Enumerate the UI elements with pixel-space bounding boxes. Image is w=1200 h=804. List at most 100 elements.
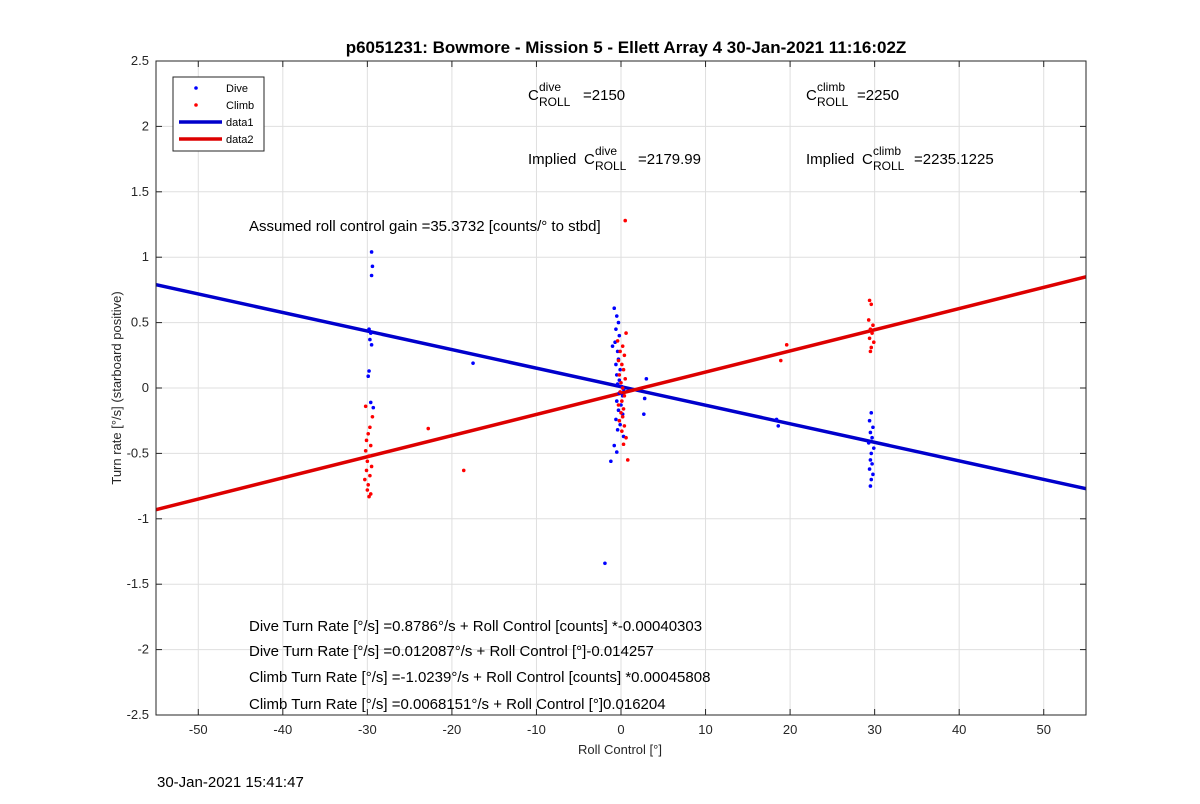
point-climb [616,358,621,363]
implied-climb-prefix: Implied [806,151,859,168]
x-tick-label: 40 [952,722,966,737]
point-dive [617,333,622,338]
scatter-points [363,218,876,566]
y-axis-label: Turn rate [°/s] (starboard positive) [109,291,124,484]
implied-dive-prefix: Implied [528,151,581,168]
point-climb [784,343,789,347]
point-dive [614,373,619,377]
y-tick-label: 0 [142,380,149,395]
point-dive [614,399,619,403]
point-climb [367,494,371,499]
point-climb [619,380,623,385]
point-climb [868,327,873,331]
point-dive [869,477,874,482]
x-tick-label: -50 [189,722,208,737]
implied-dive-sub: ROLL [595,159,627,173]
point-dive [619,403,623,407]
roll-gain-annotation: Assumed roll control gain =35.3732 [coun… [249,218,601,235]
point-dive [616,320,621,325]
point-dive [609,459,613,464]
c-roll-dive-sub: ROLL [539,95,571,109]
c-roll-climb-sup: climb [817,80,845,94]
point-climb [617,373,622,377]
point-dive [369,343,374,347]
legend-climb-label: Climb [226,100,254,112]
point-dive [616,408,621,413]
x-tick-label: 20 [783,722,797,737]
x-tick-labels: -50 -40 -30 -20 -10 0 10 20 30 40 50 [189,722,1051,737]
point-climb [623,377,628,381]
footer-timestamp: 30-Jan-2021 15:41:47 [157,774,304,791]
implied-dive-base: C [584,151,595,168]
point-climb [871,340,876,345]
point-climb [363,404,368,409]
c-roll-dive-base: C [528,87,539,104]
point-climb [620,399,624,403]
point-climb [622,424,627,428]
point-climb [461,468,466,473]
point-dive [368,337,372,342]
point-dive [618,422,622,427]
point-dive [615,382,620,386]
legend-climb-marker [194,103,198,107]
point-climb [621,407,626,411]
point-climb [624,331,628,335]
y-tick-label: 2 [142,118,149,133]
point-climb [426,426,431,431]
point-climb [621,442,626,447]
dive-equation-degrees: Dive Turn Rate [°/s] =0.012087°/s + Roll… [249,643,654,660]
point-climb [365,488,370,492]
point-climb [870,331,874,335]
y-tick-label: 0.5 [131,315,149,330]
point-climb [867,336,872,341]
implied-dive-annotation: Implied C dive ROLL =2179.99 [528,144,701,173]
legend-data2-label: data2 [226,134,254,146]
x-tick-label: -40 [273,722,292,737]
legend-dive-marker [194,86,198,90]
point-climb [368,473,372,478]
y-tick-label: -2.5 [127,707,149,722]
point-dive [774,417,779,422]
implied-climb-annotation: Implied C climb ROLL =2235.1225 [806,144,994,173]
implied-climb-sub: ROLL [873,159,905,173]
point-dive [603,561,607,566]
point-climb [615,339,620,343]
c-roll-climb-sub: ROLL [817,95,849,109]
legend-dive-label: Dive [226,83,248,95]
point-dive [610,344,615,348]
implied-climb-sup: climb [873,144,901,158]
point-climb [871,323,875,328]
point-dive [869,451,874,456]
point-dive [614,417,618,422]
y-tick-label: 1.5 [131,184,149,199]
point-climb [368,492,373,496]
point-dive [370,264,375,269]
c-roll-dive-sup: dive [539,80,561,94]
x-tick-label: 30 [867,722,881,737]
x-tick-label: -30 [358,722,377,737]
point-climb [618,349,622,354]
climb-equation-counts: Climb Turn Rate [°/s] =-1.0239°/s + Roll… [249,669,710,686]
point-dive [869,411,874,415]
point-dive [868,430,873,435]
point-climb [620,386,625,390]
y-tick-label: -2 [137,642,149,657]
point-dive [871,446,876,450]
point-dive [368,400,373,405]
point-dive [615,428,620,432]
point-dive [471,361,475,365]
point-climb [622,353,627,358]
point-dive [617,378,622,382]
legend: Dive Climb data1 data2 [172,76,265,152]
point-climb [364,468,369,473]
point-climb [866,318,871,322]
c-roll-climb-base: C [806,87,817,104]
point-climb [618,390,622,394]
point-dive [867,418,872,423]
point-dive [366,374,371,379]
point-climb [620,344,625,348]
y-tick-label: -0.5 [127,445,149,460]
point-dive [614,362,618,367]
point-climb [365,459,370,464]
axis-ticks [156,60,1086,716]
